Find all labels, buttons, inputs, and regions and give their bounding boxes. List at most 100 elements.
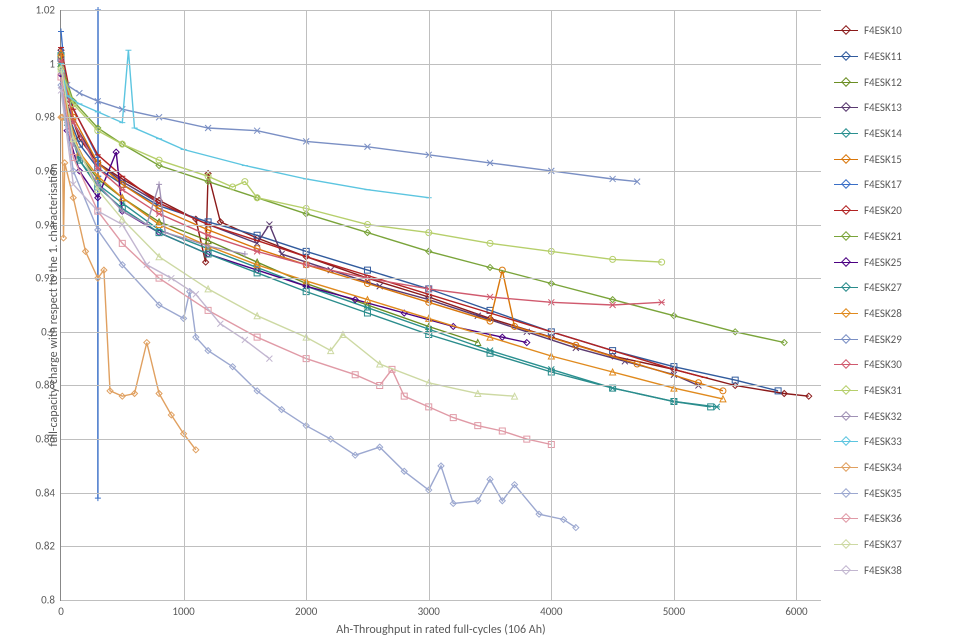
legend-label: F4ESK14 bbox=[864, 127, 902, 140]
legend-item-F4ESK32: F4ESK32 bbox=[834, 403, 954, 429]
legend-item-F4ESK33: F4ESK33 bbox=[834, 429, 954, 455]
y-tick-label: 0.88 bbox=[35, 379, 55, 392]
y-tick-label: 1.02 bbox=[35, 4, 55, 17]
series-marker-F4ESK30 bbox=[659, 299, 665, 305]
legend-label: F4ESK17 bbox=[864, 178, 902, 191]
plot-area: full-capacity-charge with respect to the… bbox=[60, 10, 821, 601]
legend-label: F4ESK27 bbox=[864, 281, 902, 294]
legend-item-F4ESK27: F4ESK27 bbox=[834, 275, 954, 301]
y-tick-label: 0.82 bbox=[35, 540, 55, 553]
legend-item-F4ESK11: F4ESK11 bbox=[834, 44, 954, 70]
legend-label: F4ESK32 bbox=[864, 410, 902, 423]
legend-swatch bbox=[834, 107, 858, 108]
chart-svg bbox=[61, 10, 821, 600]
gridline-v bbox=[551, 10, 552, 600]
y-tick-label: 0.92 bbox=[35, 272, 55, 285]
legend-label: F4ESK30 bbox=[864, 358, 902, 371]
legend-item-F4ESK31: F4ESK31 bbox=[834, 378, 954, 404]
legend-swatch bbox=[834, 467, 858, 468]
legend-swatch bbox=[834, 133, 858, 134]
legend-swatch bbox=[834, 339, 858, 340]
legend-item-F4ESK20: F4ESK20 bbox=[834, 198, 954, 224]
legend-swatch bbox=[834, 287, 858, 288]
gridline-h bbox=[61, 546, 821, 547]
x-tick-label: 4000 bbox=[540, 605, 562, 618]
series-marker-F4ESK30 bbox=[487, 294, 493, 300]
y-tick-label: 1 bbox=[49, 57, 55, 70]
series-line-F4ESK13 bbox=[61, 53, 698, 386]
legend-label: F4ESK28 bbox=[864, 307, 902, 320]
gridline-h bbox=[61, 493, 821, 494]
legend-label: F4ESK12 bbox=[864, 76, 902, 89]
series-marker-F4ESK17 bbox=[58, 28, 64, 34]
x-tick-label: 1000 bbox=[172, 605, 194, 618]
legend-label: F4ESK13 bbox=[864, 101, 902, 114]
gridline-h bbox=[61, 171, 821, 172]
legend-item-F4ESK35: F4ESK35 bbox=[834, 480, 954, 506]
legend-label: F4ESK37 bbox=[864, 538, 902, 551]
gridline-h bbox=[61, 10, 821, 11]
legend-item-F4ESK14: F4ESK14 bbox=[834, 121, 954, 147]
x-tick-label: 0 bbox=[58, 605, 64, 618]
legend-item-F4ESK10: F4ESK10 bbox=[834, 18, 954, 44]
legend-swatch bbox=[834, 210, 858, 211]
legend-swatch bbox=[834, 570, 858, 571]
y-tick-label: 0.9 bbox=[41, 325, 55, 338]
legend-item-F4ESK13: F4ESK13 bbox=[834, 95, 954, 121]
series-line-F4ESK10 bbox=[61, 50, 809, 396]
gridline-h bbox=[61, 117, 821, 118]
x-tick-label: 6000 bbox=[785, 605, 807, 618]
series-line-F4ESK31 bbox=[61, 69, 662, 262]
legend-item-F4ESK29: F4ESK29 bbox=[834, 326, 954, 352]
series-marker-F4ESK29 bbox=[76, 90, 82, 96]
legend-swatch bbox=[834, 544, 858, 545]
legend-swatch bbox=[834, 313, 858, 314]
legend-label: F4ESK25 bbox=[864, 256, 902, 269]
y-tick-label: 0.8 bbox=[41, 594, 55, 607]
legend-swatch bbox=[834, 493, 858, 494]
gridline-h bbox=[61, 225, 821, 226]
legend-label: F4ESK20 bbox=[864, 204, 902, 217]
gridline-v bbox=[306, 10, 307, 600]
gridline-h bbox=[61, 439, 821, 440]
gridline-v bbox=[674, 10, 675, 600]
legend-item-F4ESK15: F4ESK15 bbox=[834, 146, 954, 172]
legend-item-F4ESK34: F4ESK34 bbox=[834, 455, 954, 481]
legend-swatch bbox=[834, 30, 858, 31]
gridline-v bbox=[796, 10, 797, 600]
legend-swatch bbox=[834, 236, 858, 237]
y-axis-label: full-capacity-charge with respect to the… bbox=[47, 163, 61, 446]
legend-item-F4ESK25: F4ESK25 bbox=[834, 249, 954, 275]
series-marker-F4ESK38 bbox=[217, 321, 223, 327]
gridline-v bbox=[429, 10, 430, 600]
y-tick-label: 0.98 bbox=[35, 111, 55, 124]
legend-item-F4ESK30: F4ESK30 bbox=[834, 352, 954, 378]
legend-swatch bbox=[834, 518, 858, 519]
legend-label: F4ESK38 bbox=[864, 564, 902, 577]
legend-label: F4ESK10 bbox=[864, 24, 902, 37]
legend-item-F4ESK12: F4ESK12 bbox=[834, 69, 954, 95]
gridline-h bbox=[61, 64, 821, 65]
legend-item-F4ESK38: F4ESK38 bbox=[834, 557, 954, 583]
legend: F4ESK10 F4ESK11 F4ESK12 F4ESK13 F4ESK14 F4ESK… bbox=[834, 18, 954, 583]
legend-label: F4ESK35 bbox=[864, 487, 902, 500]
gridline-h bbox=[61, 600, 821, 601]
x-tick-label: 3000 bbox=[418, 605, 440, 618]
chart-container: full-capacity-charge with respect to the… bbox=[0, 0, 960, 640]
legend-swatch bbox=[834, 441, 858, 442]
legend-label: F4ESK36 bbox=[864, 512, 902, 525]
y-tick-label: 0.86 bbox=[35, 433, 55, 446]
x-tick-label: 2000 bbox=[295, 605, 317, 618]
legend-item-F4ESK21: F4ESK21 bbox=[834, 224, 954, 250]
legend-swatch bbox=[834, 56, 858, 57]
legend-swatch bbox=[834, 390, 858, 391]
legend-item-F4ESK28: F4ESK28 bbox=[834, 301, 954, 327]
legend-item-F4ESK36: F4ESK36 bbox=[834, 506, 954, 532]
legend-label: F4ESK15 bbox=[864, 153, 902, 166]
legend-label: F4ESK29 bbox=[864, 333, 902, 346]
legend-swatch bbox=[834, 159, 858, 160]
legend-label: F4ESK34 bbox=[864, 461, 902, 474]
series-marker-F4ESK38 bbox=[193, 291, 199, 297]
series-marker-F4ESK38 bbox=[242, 337, 248, 343]
legend-label: F4ESK21 bbox=[864, 230, 902, 243]
